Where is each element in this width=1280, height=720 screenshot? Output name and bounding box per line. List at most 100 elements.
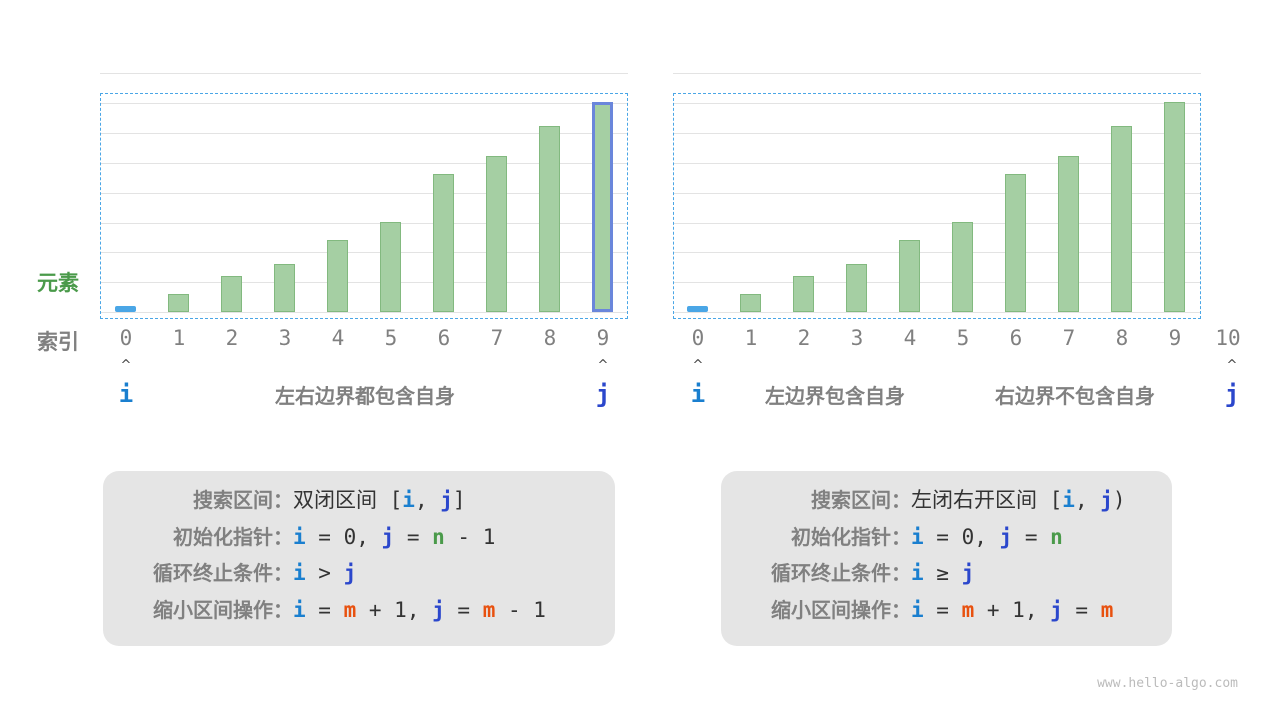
expr-text: 双闭区间 [ bbox=[293, 488, 403, 512]
pointer-i: i bbox=[690, 380, 706, 408]
gridline bbox=[673, 192, 1201, 194]
index-axis-label: 索引 bbox=[37, 330, 79, 354]
condition-row: 初始化指针：i = 0, j = n bbox=[721, 522, 1063, 552]
condition-row: 搜索区间：左闭右开区间 [i, j) bbox=[721, 485, 1126, 515]
bar bbox=[486, 156, 507, 312]
bar bbox=[433, 174, 454, 312]
bar bbox=[1164, 102, 1185, 312]
index-tick-label: 6 bbox=[1009, 326, 1023, 350]
var-n: n bbox=[432, 524, 445, 549]
index-tick-label: 3 bbox=[278, 326, 292, 350]
bar bbox=[168, 294, 189, 312]
caption-right: 右边界不包含自身 bbox=[995, 384, 1155, 408]
condition-label: 搜索区间： bbox=[193, 488, 293, 512]
condition-panel: 搜索区间：双闭区间 [i, j] 初始化指针：i = 0, j = n - 1 循环… bbox=[103, 471, 615, 646]
var-i: i bbox=[911, 597, 924, 622]
gridline bbox=[673, 132, 1201, 134]
gridline bbox=[673, 252, 1201, 254]
var-j: j bbox=[440, 488, 453, 512]
bar bbox=[793, 276, 814, 312]
watermark: www.hello-algo.com bbox=[1097, 676, 1238, 691]
gridline bbox=[673, 162, 1201, 164]
index-tick-label: 5 bbox=[956, 326, 970, 350]
expr-text: = bbox=[1012, 524, 1051, 549]
var-m: m bbox=[961, 597, 975, 622]
expr-text: , bbox=[1074, 488, 1101, 512]
index-tick-label: 2 bbox=[797, 326, 811, 350]
var-j: j bbox=[381, 524, 395, 549]
gridline bbox=[100, 132, 628, 134]
index-tick-label: 8 bbox=[1115, 326, 1129, 350]
expr-text: - 1 bbox=[495, 597, 546, 622]
var-m: m bbox=[482, 597, 496, 622]
condition-row: 搜索区间：双闭区间 [i, j] bbox=[103, 485, 466, 515]
expr-text: = bbox=[305, 597, 344, 622]
pointer-arrow-icon: ^ bbox=[120, 358, 132, 373]
index-tick-label: 2 bbox=[225, 326, 239, 350]
expr-text: = bbox=[394, 524, 433, 549]
var-j: j bbox=[343, 561, 357, 585]
expr-text: , bbox=[414, 488, 441, 512]
index-tick-label: 9 bbox=[596, 326, 610, 350]
gridline bbox=[100, 73, 628, 74]
expr-text: ] bbox=[452, 488, 466, 512]
bar bbox=[1111, 126, 1132, 312]
pointer-arrow-icon: ^ bbox=[692, 358, 704, 373]
expr-text: ≥ bbox=[923, 561, 962, 585]
gridline bbox=[100, 102, 628, 104]
search-range-box bbox=[673, 93, 1201, 319]
var-i: i bbox=[911, 561, 924, 585]
gridline bbox=[673, 222, 1201, 224]
condition-row: 循环终止条件：i ≥ j bbox=[721, 558, 974, 588]
condition-row: 循环终止条件：i > j bbox=[103, 558, 356, 588]
gridline bbox=[673, 282, 1201, 284]
bar bbox=[740, 294, 761, 312]
expr-text: 左闭右开区间 [ bbox=[911, 488, 1063, 512]
element-axis-label: 元素 bbox=[37, 271, 79, 295]
index-tick-label: 3 bbox=[850, 326, 864, 350]
bar bbox=[539, 126, 560, 312]
index-tick-label: 4 bbox=[331, 326, 345, 350]
index-tick-label: 9 bbox=[1168, 326, 1182, 350]
condition-label: 初始化指针： bbox=[791, 524, 911, 549]
expr-text: + 1, bbox=[356, 597, 433, 622]
condition-value: i ≥ j bbox=[911, 558, 974, 588]
expr-text: - 1 bbox=[444, 524, 496, 549]
var-n: n bbox=[1050, 524, 1063, 549]
gridline bbox=[100, 192, 628, 194]
condition-label: 初始化指针： bbox=[173, 524, 293, 549]
pointer-j: j bbox=[595, 380, 611, 408]
condition-value: 左闭右开区间 [i, j) bbox=[911, 485, 1126, 515]
condition-row: 缩小区间操作：i = m + 1, j = m bbox=[721, 595, 1113, 625]
gridline bbox=[100, 222, 628, 224]
var-j: j bbox=[1050, 597, 1063, 622]
var-j: j bbox=[961, 561, 975, 585]
gridline bbox=[100, 282, 628, 284]
bar bbox=[592, 102, 613, 312]
pointer-arrow-icon: ^ bbox=[1226, 358, 1238, 373]
bar bbox=[1005, 174, 1026, 312]
expr-text: = 0, bbox=[305, 524, 382, 549]
caption: 左右边界都包含自身 bbox=[275, 384, 455, 408]
bar bbox=[846, 264, 867, 312]
gridline bbox=[100, 162, 628, 164]
condition-value: i = m + 1, j = m bbox=[911, 595, 1113, 625]
var-i: i bbox=[911, 524, 924, 549]
var-m: m bbox=[343, 597, 357, 622]
condition-panel: 搜索区间：左闭右开区间 [i, j) 初始化指针：i = 0, j = n 循环终止… bbox=[721, 471, 1172, 646]
index-tick-label: 7 bbox=[490, 326, 504, 350]
bar bbox=[380, 222, 401, 312]
gridline bbox=[673, 312, 1201, 314]
var-i: i bbox=[293, 561, 306, 585]
bar bbox=[221, 276, 242, 312]
expr-text: = bbox=[1062, 597, 1101, 622]
var-i: i bbox=[402, 488, 415, 512]
expr-text: > bbox=[305, 561, 344, 585]
var-i: i bbox=[1062, 488, 1075, 512]
var-j: j bbox=[999, 524, 1013, 549]
expr-text: ) bbox=[1112, 488, 1126, 512]
gridline bbox=[673, 73, 1201, 74]
var-m: m bbox=[1100, 597, 1114, 622]
pointer-arrow-icon: ^ bbox=[597, 358, 609, 373]
index-tick-label: 5 bbox=[384, 326, 398, 350]
